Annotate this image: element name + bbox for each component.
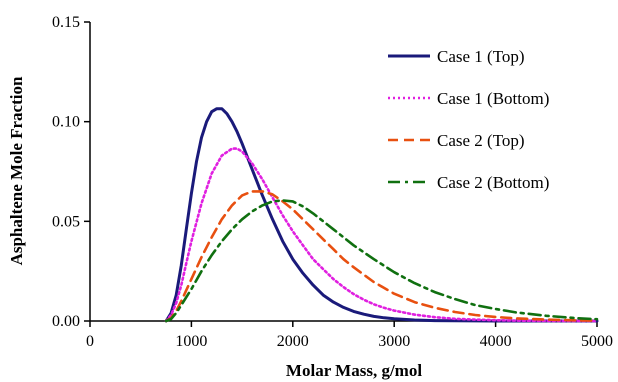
plot-area: 0.00 0.05 0.10 0.15 0 1000 2000 3000 4000 5000: [52, 14, 613, 350]
x-tick-label: 1000: [175, 333, 207, 350]
legend-label: Case 2 (Top): [437, 131, 525, 150]
legend-label: Case 1 (Bottom): [437, 89, 549, 108]
legend-item: Case 2 (Top): [388, 131, 525, 150]
y-axis-title: Asphaltene Mole Fraction: [7, 76, 26, 265]
series-layer: [164, 107, 599, 323]
legend-item: Case 2 (Bottom): [388, 173, 549, 192]
x-tick-label: 0: [86, 333, 94, 350]
y-tick-label: 0.10: [52, 114, 80, 131]
y-tick-label: 0.15: [52, 14, 80, 31]
series-line-case-1-bottom: [164, 147, 599, 323]
x-tick-label: 4000: [480, 333, 512, 350]
x-tick-label: 3000: [378, 333, 410, 350]
x-axis-ticks: 0 1000 2000 3000 4000 5000: [86, 321, 613, 350]
series-line-case-2-bottom: [164, 199, 599, 323]
x-tick-label: 2000: [277, 333, 309, 350]
y-tick-label: 0.05: [52, 213, 80, 230]
x-axis-title: Molar Mass, g/mol: [286, 361, 422, 380]
y-axis-ticks: 0.00 0.05 0.10 0.15: [52, 14, 90, 330]
legend: Case 1 (Top) Case 1 (Bottom) Case 2 (Top) C…: [388, 47, 549, 192]
x-tick-label: 5000: [581, 333, 613, 350]
legend-label: Case 2 (Bottom): [437, 173, 549, 192]
series-line-case-2-top: [164, 190, 599, 323]
y-tick-label: 0.00: [52, 313, 80, 330]
legend-label: Case 1 (Top): [437, 47, 525, 66]
legend-item: Case 1 (Top): [388, 47, 525, 66]
legend-item: Case 1 (Bottom): [388, 89, 549, 108]
series-line-case-1-top: [164, 107, 599, 323]
